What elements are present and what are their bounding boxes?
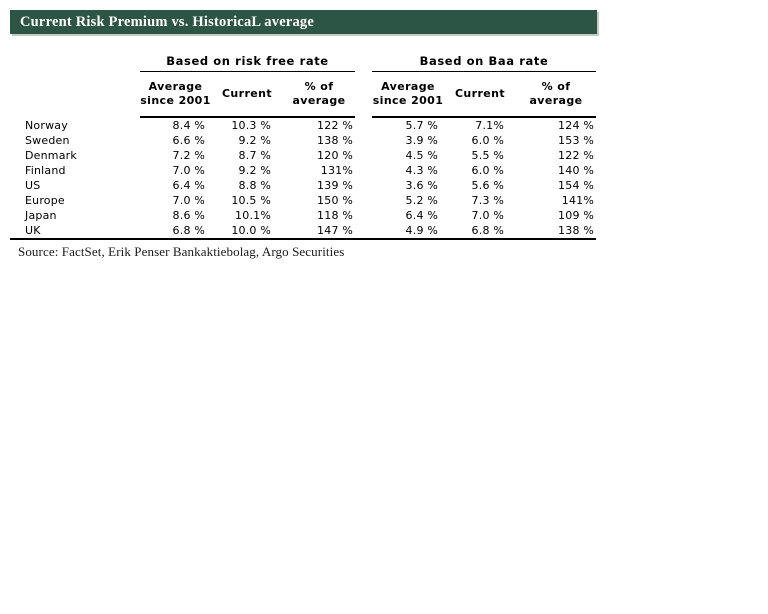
report-title-bar: Current Risk Premium vs. HistoricaL aver…: [10, 10, 597, 34]
value-cell: 7.3 %: [471, 194, 504, 207]
gap-cell: [355, 193, 372, 208]
table-row-norway: Norway 8.4 % 10.3 % 122 % 5.7 % 7.1% 124…: [10, 118, 596, 133]
value-cell: 138 %: [558, 224, 594, 237]
value-cell: 6.0 %: [471, 164, 504, 177]
value-cell: 6.6 %: [172, 134, 205, 147]
table-row-denmark: Denmark 7.2 % 8.7 % 120 % 4.5 % 5.5 % 12…: [10, 148, 596, 163]
value-cell: 3.6 %: [405, 179, 438, 192]
value-cell: 153 %: [558, 134, 594, 147]
value-cell: 5.7 %: [405, 119, 438, 132]
value-cell: 118 %: [317, 209, 353, 222]
column-header-current: Current: [444, 72, 516, 118]
risk-premium-table: Based on risk free rate Based on Baa rat…: [10, 34, 596, 260]
country-label: Finland: [25, 164, 66, 177]
value-cell: 120 %: [317, 149, 353, 162]
value-cell: 10.1%: [235, 209, 271, 222]
value-cell: 5.6 %: [471, 179, 504, 192]
country-label: Europe: [25, 194, 65, 207]
value-cell: 122 %: [317, 119, 353, 132]
gap-cell: [355, 178, 372, 193]
gap-cell: [355, 72, 372, 118]
value-cell: 8.8 %: [238, 179, 271, 192]
gap-cell: [355, 53, 372, 72]
value-cell: 140 %: [558, 164, 594, 177]
value-cell: 6.8 %: [471, 224, 504, 237]
group-header-row: Based on risk free rate Based on Baa rat…: [10, 53, 596, 72]
value-cell: 7.1%: [475, 119, 504, 132]
table-row-uk: UK 6.8 % 10.0 % 147 % 4.9 % 6.8 % 138 %: [10, 223, 596, 238]
value-cell: 139 %: [317, 179, 353, 192]
column-header-pct-of-average: % of average: [516, 72, 596, 118]
value-cell: 8.6 %: [172, 209, 205, 222]
value-cell: 10.5 %: [231, 194, 271, 207]
gap-cell: [355, 223, 372, 238]
table-bottom-rule: [10, 238, 596, 240]
value-cell: 150 %: [317, 194, 353, 207]
country-label: Norway: [25, 119, 68, 132]
table-row-us: US 6.4 % 8.8 % 139 % 3.6 % 5.6 % 154 %: [10, 178, 596, 193]
column-header-current: Current: [211, 72, 283, 118]
gap-cell: [355, 163, 372, 178]
value-cell: 138 %: [317, 134, 353, 147]
value-cell: 154 %: [558, 179, 594, 192]
value-cell: 124 %: [558, 119, 594, 132]
value-cell: 10.3 %: [231, 119, 271, 132]
table-row-finland: Finland 7.0 % 9.2 % 131% 4.3 % 6.0 % 140…: [10, 163, 596, 178]
country-label: Sweden: [25, 134, 70, 147]
group-header-risk-free: Based on risk free rate: [140, 53, 355, 72]
value-cell: 7.0 %: [172, 164, 205, 177]
value-cell: 7.2 %: [172, 149, 205, 162]
country-label: UK: [25, 224, 41, 237]
table-row-europe: Europe 7.0 % 10.5 % 150 % 5.2 % 7.3 % 14…: [10, 193, 596, 208]
country-label: Japan: [25, 209, 57, 222]
value-cell: 122 %: [558, 149, 594, 162]
column-header-avg-since-2001: Average since 2001: [372, 72, 444, 118]
country-label: US: [25, 179, 41, 192]
value-cell: 7.0 %: [172, 194, 205, 207]
value-cell: 131%: [320, 164, 353, 177]
table-row-sweden: Sweden 6.6 % 9.2 % 138 % 3.9 % 6.0 % 153…: [10, 133, 596, 148]
value-cell: 4.5 %: [405, 149, 438, 162]
value-cell: 109 %: [558, 209, 594, 222]
value-cell: 8.4 %: [172, 119, 205, 132]
value-cell: 7.0 %: [471, 209, 504, 222]
value-cell: 10.0 %: [231, 224, 271, 237]
value-cell: 147 %: [317, 224, 353, 237]
value-cell: 4.9 %: [405, 224, 438, 237]
value-cell: 9.2 %: [238, 134, 271, 147]
value-cell: 6.8 %: [172, 224, 205, 237]
country-label: Denmark: [25, 149, 77, 162]
value-cell: 141%: [561, 194, 594, 207]
column-header-avg-since-2001: Average since 2001: [140, 72, 211, 118]
gap-cell: [355, 208, 372, 223]
value-cell: 4.3 %: [405, 164, 438, 177]
source-note: Source: FactSet, Erik Penser Bankaktiebo…: [18, 244, 345, 259]
column-header-row: Average since 2001 Current % of average …: [10, 72, 596, 118]
report-title: Current Risk Premium vs. HistoricaL aver…: [20, 14, 314, 30]
value-cell: 8.7 %: [238, 149, 271, 162]
table-row-japan: Japan 8.6 % 10.1% 118 % 6.4 % 7.0 % 109 …: [10, 208, 596, 223]
gap-cell: [355, 133, 372, 148]
value-cell: 6.4 %: [405, 209, 438, 222]
value-cell: 5.5 %: [471, 149, 504, 162]
gap-cell: [355, 118, 372, 133]
value-cell: 5.2 %: [405, 194, 438, 207]
column-header-pct-of-average: % of average: [283, 72, 355, 118]
value-cell: 6.4 %: [172, 179, 205, 192]
spacer-cell: [10, 53, 140, 72]
spacer-cell: [10, 72, 140, 118]
value-cell: 6.0 %: [471, 134, 504, 147]
gap-cell: [355, 148, 372, 163]
group-header-baa: Based on Baa rate: [372, 53, 596, 72]
value-cell: 9.2 %: [238, 164, 271, 177]
value-cell: 3.9 %: [405, 134, 438, 147]
